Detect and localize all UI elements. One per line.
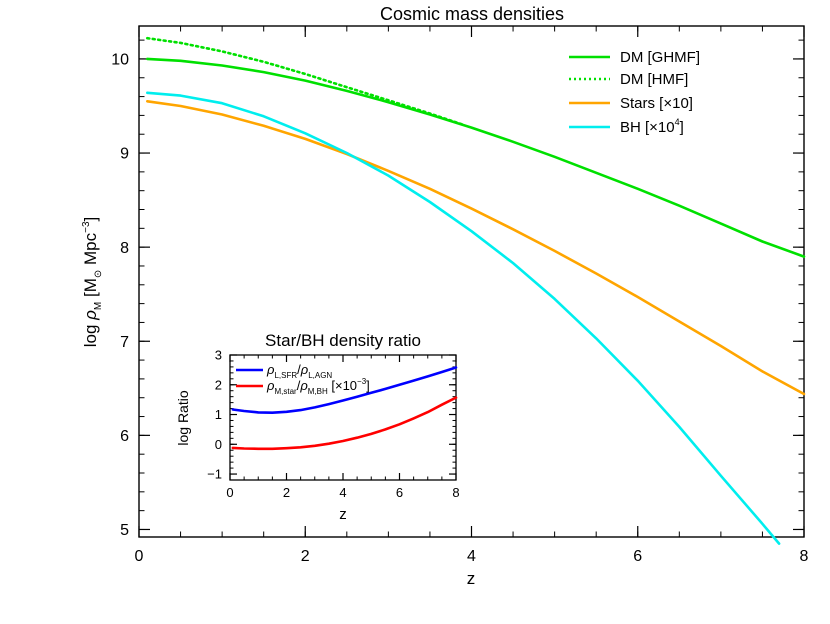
inset-series-l-sfr-l-agn xyxy=(231,366,458,415)
main-y-tick-label: 9 xyxy=(120,146,129,163)
main-x-tick-label: 4 xyxy=(467,548,476,565)
inset-y-tick-label: 1 xyxy=(215,407,222,422)
main-y-tick-label: 10 xyxy=(111,52,129,69)
main-chart-title: Cosmic mass densities xyxy=(380,4,564,24)
inset-y-tick-label: 2 xyxy=(215,377,222,392)
legend-label-stars: Stars [×10] xyxy=(620,95,693,112)
inset-x-tick-label: 0 xyxy=(226,485,233,500)
main-series-stars-10 xyxy=(146,100,806,396)
main-series-dm-ghmf xyxy=(146,57,806,258)
main-y-tick-label: 5 xyxy=(120,522,129,539)
main-x-tick-label: 6 xyxy=(633,548,642,565)
main-series-dm-hmf xyxy=(146,36,465,127)
main-legend: DM [GHMF] DM [HMF] Stars [×10] BH [×104] xyxy=(569,49,700,136)
inset-x-tick-label: 6 xyxy=(396,485,403,500)
inset-x-tick-label: 8 xyxy=(452,485,459,500)
inset-y-tick-label: −1 xyxy=(207,467,222,482)
inset-x-tick-label: 2 xyxy=(283,485,290,500)
main-y-axis-label: log ρM [M⊙ Mpc−3] xyxy=(81,217,104,348)
main-x-tick-label: 8 xyxy=(800,548,809,565)
inset-chart-title: Star/BH density ratio xyxy=(265,331,421,350)
inset-legend: ρL,SFR/ρL,AGN ρM,star/ρM,BH [×10−3] xyxy=(236,362,370,396)
inset-x-tick-label: 4 xyxy=(339,485,346,500)
inset-legend-label-luminosity: ρL,SFR/ρL,AGN xyxy=(266,362,332,380)
inset-x-axis-label: z xyxy=(339,506,347,523)
main-x-axis-label: z xyxy=(467,569,476,588)
inset-background xyxy=(230,355,456,480)
inset-series-layer xyxy=(231,366,458,451)
main-x-tick-label: 2 xyxy=(301,548,310,565)
main-series-layer xyxy=(146,36,806,545)
inset-y-tick-label: 3 xyxy=(215,348,222,363)
main-y-tick-label: 6 xyxy=(120,428,129,445)
main-y-tick-label: 7 xyxy=(120,334,129,351)
inset-axis-ticks: 0 2 4 6 8 −1 0 1 2 3 xyxy=(207,348,459,500)
legend-label-dm-hmf: DM [HMF] xyxy=(620,71,688,88)
main-x-tick-label: 0 xyxy=(135,548,144,565)
inset-legend-label-mass: ρM,star/ρM,BH [×10−3] xyxy=(266,377,370,396)
main-y-tick-label: 8 xyxy=(120,240,129,257)
inset-y-axis-label: log Ratio xyxy=(175,390,191,445)
inset-y-tick-label: 0 xyxy=(215,437,222,452)
legend-label-bh: BH [×104] xyxy=(620,117,684,136)
inset-series-m-star-m-bh-10 xyxy=(231,396,458,451)
main-series-bh-10 xyxy=(146,91,781,545)
legend-label-dm-ghmf: DM [GHMF] xyxy=(620,49,700,66)
